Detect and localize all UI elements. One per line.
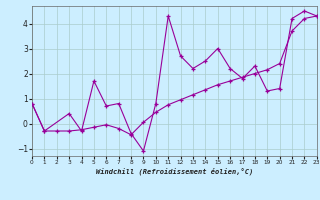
X-axis label: Windchill (Refroidissement éolien,°C): Windchill (Refroidissement éolien,°C): [96, 168, 253, 175]
